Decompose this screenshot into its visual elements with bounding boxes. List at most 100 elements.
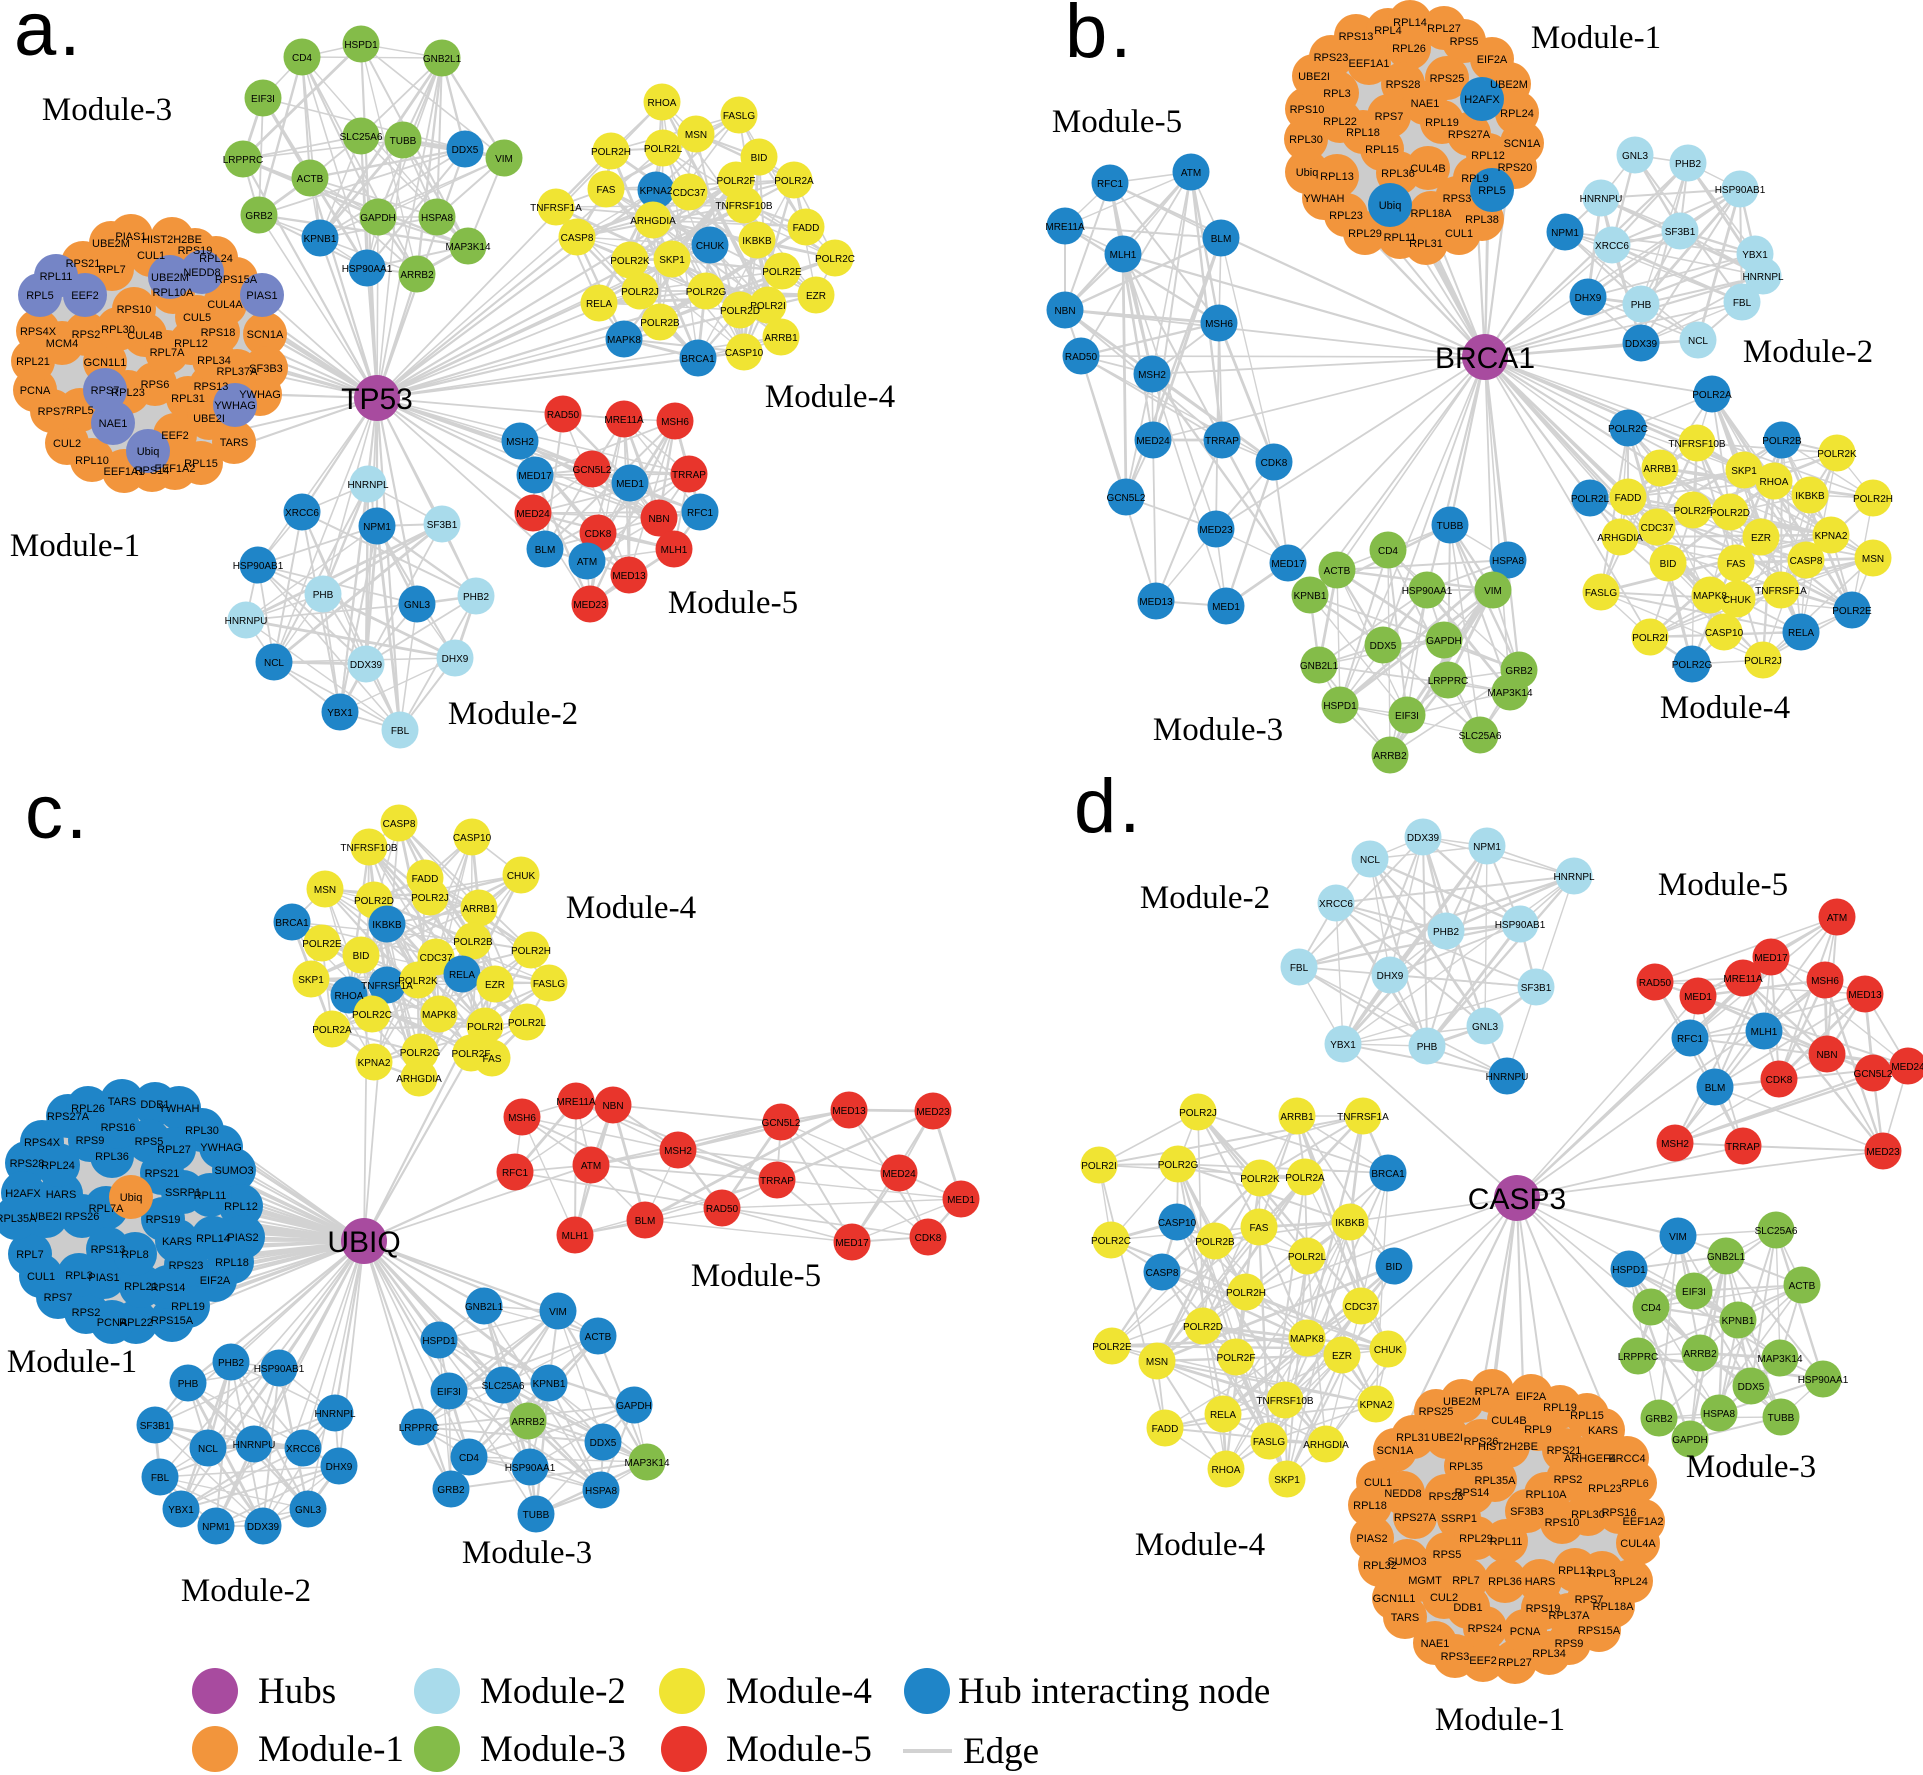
svg-text:POLR2H: POLR2H <box>1853 494 1893 505</box>
svg-text:RPS25: RPS25 <box>1419 1406 1454 1418</box>
svg-text:SF3B1: SF3B1 <box>427 520 458 531</box>
svg-text:RPS28: RPS28 <box>10 1158 45 1170</box>
svg-text:RPS28: RPS28 <box>1386 79 1421 91</box>
svg-text:POLR2A: POLR2A <box>1285 1173 1325 1184</box>
svg-text:YBX1: YBX1 <box>1742 250 1768 261</box>
svg-text:GNB2L1: GNB2L1 <box>465 1302 504 1313</box>
svg-text:RPL35: RPL35 <box>1449 1461 1483 1473</box>
svg-text:YWHAG: YWHAG <box>200 1142 242 1154</box>
svg-text:POLR2G: POLR2G <box>1672 660 1713 671</box>
svg-text:ARRB1: ARRB1 <box>1280 1112 1314 1123</box>
svg-text:CDC37: CDC37 <box>420 953 453 964</box>
svg-text:MAP3K14: MAP3K14 <box>1757 1354 1802 1365</box>
svg-text:HSP90AA1: HSP90AA1 <box>1798 1375 1849 1386</box>
svg-text:MLH1: MLH1 <box>661 545 688 556</box>
svg-text:POLR2K: POLR2K <box>1817 449 1857 460</box>
svg-text:b.: b. <box>1065 0 1134 74</box>
svg-text:POLR2D: POLR2D <box>1183 1322 1223 1333</box>
svg-text:MED1: MED1 <box>616 479 644 490</box>
svg-text:GNB2L1: GNB2L1 <box>423 54 462 65</box>
svg-text:POLR2H: POLR2H <box>511 946 551 957</box>
svg-text:DHX9: DHX9 <box>1377 971 1404 982</box>
svg-text:RPL3: RPL3 <box>1588 1568 1616 1580</box>
svg-text:EZR: EZR <box>806 291 826 302</box>
svg-text:ARRB1: ARRB1 <box>1643 464 1677 475</box>
svg-text:TRRAP: TRRAP <box>1205 436 1239 447</box>
svg-text:PHB2: PHB2 <box>218 1358 245 1369</box>
svg-text:GNB2L1: GNB2L1 <box>1707 1252 1746 1263</box>
svg-text:CASP8: CASP8 <box>1146 1268 1179 1279</box>
svg-text:RPL11: RPL11 <box>40 271 73 283</box>
svg-text:MAP3K14: MAP3K14 <box>624 1458 669 1469</box>
svg-text:CASP3: CASP3 <box>1468 1183 1566 1216</box>
svg-text:NCL: NCL <box>198 1444 218 1455</box>
svg-text:Module-5: Module-5 <box>691 1258 821 1294</box>
svg-text:BLM: BLM <box>635 1216 656 1227</box>
svg-text:ARRB1: ARRB1 <box>462 904 496 915</box>
svg-text:RPL27: RPL27 <box>1427 23 1461 35</box>
svg-text:GNL3: GNL3 <box>1622 151 1649 162</box>
svg-text:PHB2: PHB2 <box>463 592 490 603</box>
svg-text:ARRB2: ARRB2 <box>1373 751 1407 762</box>
svg-text:RPL26: RPL26 <box>71 1103 105 1115</box>
svg-text:POLR2F: POLR2F <box>1674 506 1713 517</box>
svg-text:SLC25A6: SLC25A6 <box>340 132 383 143</box>
svg-text:RPS23: RPS23 <box>169 1260 204 1272</box>
svg-text:VIM: VIM <box>1669 1232 1687 1243</box>
svg-text:FAS: FAS <box>1250 1223 1269 1234</box>
svg-text:CHUK: CHUK <box>1374 1345 1403 1356</box>
svg-text:d.: d. <box>1074 764 1143 849</box>
svg-text:POLR2C: POLR2C <box>1608 424 1648 435</box>
svg-text:NCL: NCL <box>1360 855 1380 866</box>
svg-text:RPL3: RPL3 <box>1323 88 1351 100</box>
svg-text:GRB2: GRB2 <box>437 1485 465 1496</box>
svg-text:UBIQ: UBIQ <box>327 1226 400 1259</box>
svg-text:EIF2A: EIF2A <box>1516 1391 1547 1403</box>
svg-text:NCL: NCL <box>1688 336 1708 347</box>
svg-text:RPL32: RPL32 <box>1363 1560 1397 1572</box>
svg-text:MED1: MED1 <box>1212 602 1240 613</box>
svg-text:ARHGDIA: ARHGDIA <box>1303 1440 1349 1451</box>
svg-text:PHB: PHB <box>313 590 334 601</box>
svg-text:GAPDH: GAPDH <box>1672 1435 1708 1446</box>
svg-text:GCN5L2: GCN5L2 <box>573 465 612 476</box>
svg-text:Ubiq: Ubiq <box>1379 200 1402 212</box>
svg-text:ATM: ATM <box>1181 168 1201 179</box>
svg-text:RHOA: RHOA <box>1212 1465 1241 1476</box>
svg-text:Module-3: Module-3 <box>480 1729 626 1770</box>
svg-text:RPS2: RPS2 <box>72 329 101 341</box>
svg-text:CDK8: CDK8 <box>915 1233 942 1244</box>
svg-text:GNL3: GNL3 <box>404 600 431 611</box>
svg-text:GAPDH: GAPDH <box>360 213 396 224</box>
svg-text:RPS26: RPS26 <box>1464 1436 1499 1448</box>
svg-text:POLR2A: POLR2A <box>774 176 814 187</box>
svg-text:ARHGDIA: ARHGDIA <box>1597 533 1643 544</box>
svg-text:Module-1: Module-1 <box>10 528 140 564</box>
svg-text:SKP1: SKP1 <box>659 255 685 266</box>
svg-text:GCN5L2: GCN5L2 <box>762 1118 801 1129</box>
svg-text:RPL7A: RPL7A <box>150 347 186 359</box>
svg-text:RPL24: RPL24 <box>41 1160 75 1172</box>
svg-text:ARRB2: ARRB2 <box>400 270 434 281</box>
svg-text:RPS4X: RPS4X <box>24 1137 61 1149</box>
svg-text:CUL4A: CUL4A <box>1620 1538 1656 1550</box>
svg-text:DDX39: DDX39 <box>350 660 383 671</box>
svg-text:HSP90AB1: HSP90AB1 <box>1495 920 1546 931</box>
svg-text:XRCC6: XRCC6 <box>285 508 319 519</box>
svg-text:RPS19: RPS19 <box>1526 1603 1561 1615</box>
svg-text:RPL29: RPL29 <box>1348 228 1382 240</box>
svg-text:SF3B3: SF3B3 <box>1510 1506 1544 1518</box>
svg-text:XRCC6: XRCC6 <box>1595 241 1629 252</box>
svg-text:POLR2B: POLR2B <box>1762 436 1802 447</box>
svg-text:KPNA2: KPNA2 <box>640 186 673 197</box>
svg-text:TARS: TARS <box>108 1096 137 1108</box>
svg-text:GRB2: GRB2 <box>1645 1414 1673 1425</box>
svg-text:SCN1A: SCN1A <box>1377 1445 1414 1457</box>
svg-text:POLR2F: POLR2F <box>717 176 756 187</box>
svg-text:SF3B1: SF3B1 <box>1665 227 1696 238</box>
svg-text:NBN: NBN <box>602 1101 623 1112</box>
svg-text:MSH6: MSH6 <box>1205 319 1233 330</box>
svg-text:MAPK8: MAPK8 <box>1290 1334 1324 1345</box>
svg-text:RPS26: RPS26 <box>65 1211 100 1223</box>
svg-text:RPL18: RPL18 <box>1346 127 1380 139</box>
